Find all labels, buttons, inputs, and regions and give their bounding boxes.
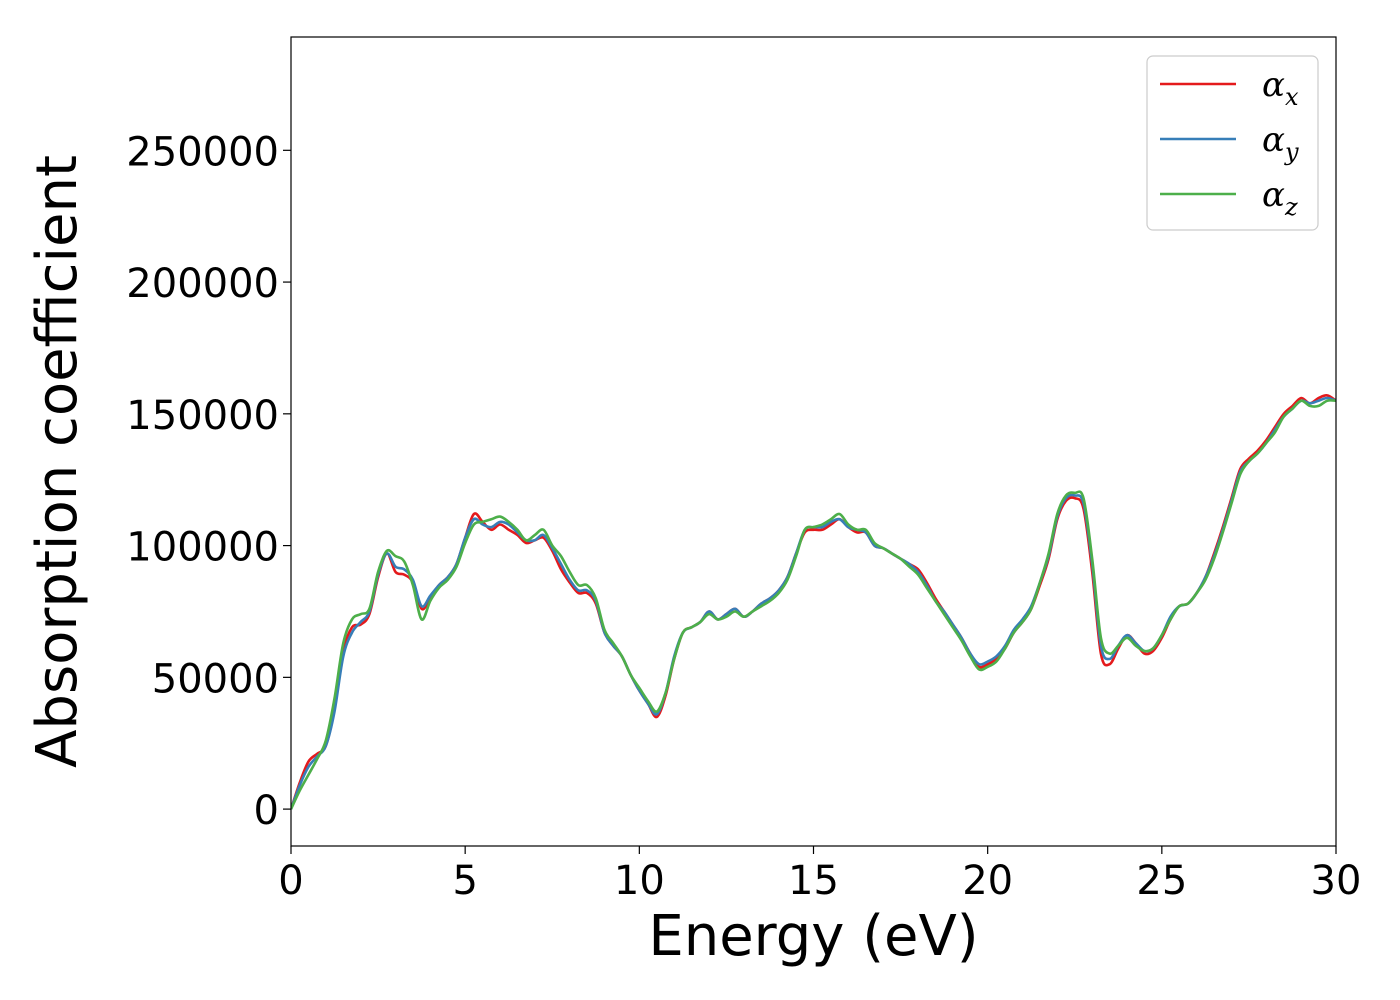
y-tick-label: 0 <box>254 788 279 834</box>
legend-label-0: αx <box>1262 65 1299 111</box>
y-tick-label: 50000 <box>152 656 279 702</box>
series-line-2 <box>291 399 1336 810</box>
y-tick-label: 250000 <box>126 129 279 175</box>
legend-label-2: αz <box>1262 175 1298 221</box>
x-tick-label: 10 <box>614 858 665 904</box>
legend-label-1: αy <box>1262 120 1299 166</box>
x-tick-label: 25 <box>1136 858 1187 904</box>
y-tick-label: 150000 <box>126 393 279 439</box>
x-tick-label: 30 <box>1311 858 1362 904</box>
y-tick-label: 100000 <box>126 525 279 571</box>
y-axis-ticks: 0 50000 100000 150000 200000 250000 <box>126 129 291 834</box>
x-tick-label: 15 <box>788 858 839 904</box>
y-tick-label: 200000 <box>126 261 279 307</box>
x-tick-label: 20 <box>962 858 1013 904</box>
x-tick-label: 5 <box>452 858 477 904</box>
x-tick-label: 0 <box>278 858 303 904</box>
y-axis-title: Absorption coefficient <box>25 155 90 768</box>
x-axis-ticks: 0 5 10 15 20 25 30 <box>278 846 1361 904</box>
plot-lines <box>291 394 1336 810</box>
legend: αx αy αz <box>1146 55 1319 231</box>
x-axis-title: Energy (eV) <box>648 904 978 969</box>
legend-box <box>1146 55 1319 231</box>
